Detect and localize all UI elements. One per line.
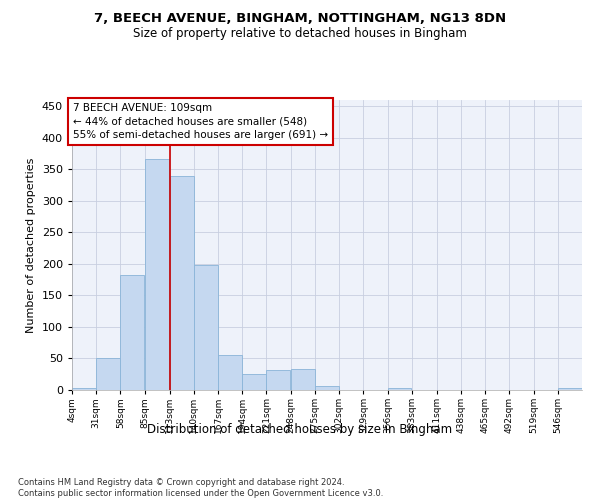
Y-axis label: Number of detached properties: Number of detached properties [26,158,36,332]
Text: Contains HM Land Registry data © Crown copyright and database right 2024.
Contai: Contains HM Land Registry data © Crown c… [18,478,383,498]
Bar [72,388,96,390]
Bar [121,274,145,390]
Bar [315,386,339,390]
Text: 7, BEECH AVENUE, BINGHAM, NOTTINGHAM, NG13 8DN: 7, BEECH AVENUE, BINGHAM, NOTTINGHAM, NG… [94,12,506,26]
Bar [242,374,266,390]
Bar [194,264,218,390]
Bar [558,388,582,390]
Bar [145,158,169,390]
Bar [266,370,290,390]
Text: Distribution of detached houses by size in Bingham: Distribution of detached houses by size … [148,422,452,436]
Bar [290,369,314,390]
Text: 7 BEECH AVENUE: 109sqm
← 44% of detached houses are smaller (548)
55% of semi-de: 7 BEECH AVENUE: 109sqm ← 44% of detached… [73,103,328,140]
Bar [170,176,194,390]
Bar [96,358,120,390]
Bar [218,356,242,390]
Bar [388,388,412,390]
Text: Size of property relative to detached houses in Bingham: Size of property relative to detached ho… [133,28,467,40]
